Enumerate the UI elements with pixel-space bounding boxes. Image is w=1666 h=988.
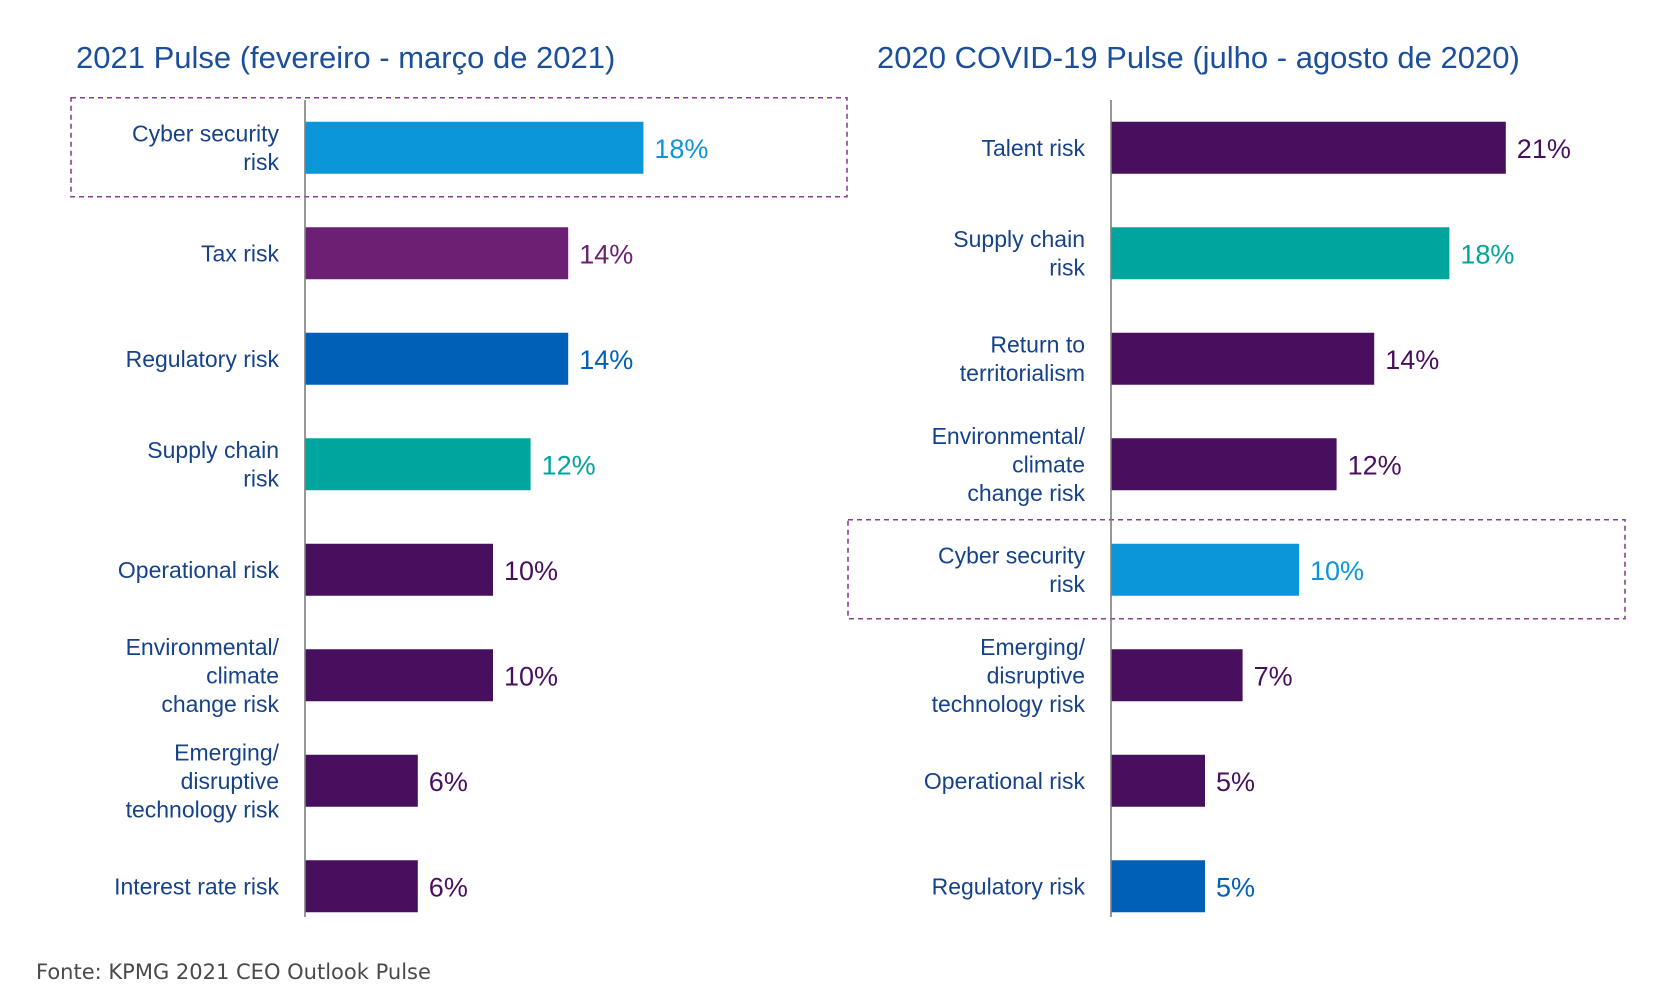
category-label-line: Regulatory risk bbox=[932, 873, 1086, 899]
bar-2-5 bbox=[1111, 543, 1299, 596]
bar-2-3 bbox=[1111, 332, 1375, 385]
data-label: 21% bbox=[1517, 134, 1571, 164]
bar-1-6 bbox=[305, 649, 493, 702]
category-label: Environmental/climate change risk bbox=[126, 634, 280, 717]
category-label-line: technology risk bbox=[932, 691, 1086, 717]
bar-2-2 bbox=[1111, 227, 1450, 280]
category-label-line: Environmental/ bbox=[126, 634, 280, 660]
bar-2-7 bbox=[1111, 754, 1205, 807]
data-label: 18% bbox=[654, 134, 708, 164]
data-label: 14% bbox=[579, 239, 633, 269]
data-label: 5% bbox=[1216, 872, 1255, 902]
data-label: 10% bbox=[504, 661, 558, 691]
category-label-line: risk bbox=[243, 466, 279, 492]
category-label-line: Interest rate risk bbox=[114, 873, 279, 899]
category-label-line: Tax risk bbox=[201, 240, 279, 266]
bar-2-6 bbox=[1111, 649, 1243, 702]
category-label-line: Talent risk bbox=[981, 135, 1085, 161]
bar-1-1 bbox=[305, 121, 644, 174]
bar-2-8 bbox=[1111, 860, 1205, 913]
highlight-frame bbox=[70, 96, 848, 198]
category-label: Regulatory risk bbox=[126, 346, 280, 372]
chart-panel-2: 21% Talent risk 18% Supply chain risk 14% Retu… bbox=[847, 100, 1626, 917]
category-label: Environmental/climate change risk bbox=[932, 423, 1086, 506]
category-label-line: climate bbox=[206, 662, 279, 688]
highlight-frame bbox=[847, 518, 1626, 620]
category-label-line: Cyber security bbox=[938, 543, 1085, 569]
data-label: 7% bbox=[1254, 661, 1293, 691]
category-label: Supply chain risk bbox=[147, 437, 279, 492]
category-label-line: Operational risk bbox=[924, 768, 1086, 794]
bar-1-7 bbox=[305, 754, 418, 807]
category-label-line: Supply chain bbox=[953, 226, 1085, 252]
chart-title-2020: 2020 COVID-19 Pulse (julho - agosto de 2… bbox=[877, 40, 1520, 75]
category-label-line: Emerging/ bbox=[174, 739, 279, 765]
chart-title-2021: 2021 Pulse (fevereiro - março de 2021) bbox=[76, 40, 616, 75]
data-label: 5% bbox=[1216, 767, 1255, 797]
category-label-line: Cyber security bbox=[132, 121, 279, 147]
bar-2-4 bbox=[1111, 438, 1337, 491]
bar-1-2 bbox=[305, 227, 569, 280]
category-label: Tax risk bbox=[201, 240, 279, 266]
category-label: Operational risk bbox=[118, 557, 280, 583]
data-label: 10% bbox=[1310, 556, 1364, 586]
category-label: Emerging/disruptive technology risk bbox=[932, 634, 1086, 717]
bar-1-4 bbox=[305, 438, 531, 491]
category-label: Interest rate risk bbox=[114, 873, 279, 899]
category-label: Regulatory risk bbox=[932, 873, 1086, 899]
category-label: Cyber security risk bbox=[132, 121, 279, 176]
category-label-line: risk bbox=[1049, 571, 1085, 597]
category-label-line: Regulatory risk bbox=[126, 346, 280, 372]
category-label-line: disruptive bbox=[181, 768, 279, 794]
category-label-line: Supply chain bbox=[147, 437, 279, 463]
source-note: Fonte: KPMG 2021 CEO Outlook Pulse bbox=[36, 960, 431, 984]
category-label: Emerging/disruptive technology risk bbox=[126, 739, 280, 822]
category-label-line: disruptive bbox=[987, 662, 1085, 688]
category-label-line: Environmental/ bbox=[932, 423, 1086, 449]
category-label-line: Return to bbox=[990, 332, 1085, 358]
category-label: Cyber security risk bbox=[938, 543, 1085, 598]
category-label-line: change risk bbox=[161, 691, 279, 717]
data-label: 12% bbox=[542, 450, 596, 480]
category-label: Talent risk bbox=[981, 135, 1085, 161]
category-label-line: Emerging/ bbox=[980, 634, 1085, 660]
data-label: 6% bbox=[429, 872, 468, 902]
bar-1-5 bbox=[305, 543, 493, 596]
category-label-line: climate bbox=[1012, 451, 1085, 477]
category-label-line: territorialism bbox=[960, 360, 1085, 386]
category-label-line: Operational risk bbox=[118, 557, 280, 583]
bar-1-3 bbox=[305, 332, 569, 385]
bar-2-1 bbox=[1111, 121, 1506, 174]
category-label-line: technology risk bbox=[126, 796, 280, 822]
category-label-line: risk bbox=[1049, 255, 1085, 281]
data-label: 12% bbox=[1348, 450, 1402, 480]
data-label: 10% bbox=[504, 556, 558, 586]
category-label-line: risk bbox=[243, 149, 279, 175]
category-label: Return to territorialism bbox=[960, 332, 1085, 387]
category-label: Operational risk bbox=[924, 768, 1086, 794]
data-label: 6% bbox=[429, 767, 468, 797]
data-label: 18% bbox=[1460, 239, 1514, 269]
category-label-line: change risk bbox=[967, 480, 1085, 506]
category-label: Supply chain risk bbox=[953, 226, 1085, 281]
data-label: 14% bbox=[579, 345, 633, 375]
data-label: 14% bbox=[1385, 345, 1439, 375]
bar-1-8 bbox=[305, 860, 418, 913]
